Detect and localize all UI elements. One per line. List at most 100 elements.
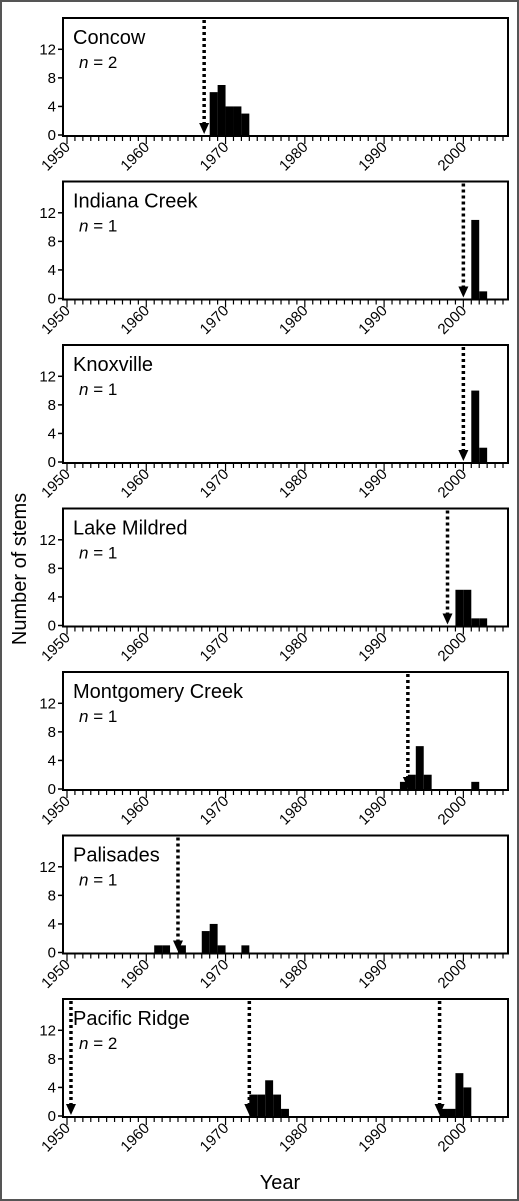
y-tick-label: 8 xyxy=(48,560,56,577)
x-tick-label: 2000 xyxy=(435,793,471,829)
y-tick-label: 12 xyxy=(39,368,56,385)
y-tick-label: 8 xyxy=(48,724,56,741)
y-axis-title: Number of stems xyxy=(9,493,31,645)
x-axis-title: Year xyxy=(260,1172,301,1194)
site-label: Indiana Creek xyxy=(73,191,199,213)
y-tick-label: 0 xyxy=(48,454,56,471)
y-tick-label: 4 xyxy=(48,916,56,933)
sample-size-value: = 2 xyxy=(88,53,117,72)
y-tick-label: 4 xyxy=(48,589,56,606)
y-tick-label: 8 xyxy=(48,70,56,87)
sample-size-value: = 1 xyxy=(88,380,117,399)
x-tick-label: 1990 xyxy=(355,1120,391,1156)
sample-size-value: = 1 xyxy=(88,217,117,236)
y-tick-label: 0 xyxy=(48,127,56,144)
x-tick-label: 1950 xyxy=(38,956,74,992)
sample-size-label: n = 1 xyxy=(79,380,117,399)
y-tick-label: 12 xyxy=(39,859,56,876)
fire-arrow-head xyxy=(172,940,183,952)
chart-panel: 0 4 8 12 1950 1960 1970 1980 1990 2000 Concow n = 2 xyxy=(38,17,509,175)
x-tick-label: 1950 xyxy=(38,466,74,502)
histogram-bar xyxy=(233,106,242,135)
x-tick-label: 1960 xyxy=(117,466,153,502)
fire-arrow-head xyxy=(402,777,413,788)
fire-arrow-head xyxy=(65,1104,76,1115)
y-tick-label: 0 xyxy=(48,781,56,798)
x-tick-label: 2000 xyxy=(435,302,471,338)
x-tick-label: 2000 xyxy=(435,629,471,665)
histogram-bar xyxy=(471,219,480,299)
y-tick-label: 12 xyxy=(39,205,56,222)
x-tick-label: 1950 xyxy=(38,629,74,665)
histogram-bar xyxy=(447,1108,456,1116)
sample-size-symbol: n xyxy=(79,380,88,399)
x-tick-label: 2000 xyxy=(435,139,471,175)
fire-arrow-head xyxy=(199,123,210,134)
histogram-bar xyxy=(209,923,218,953)
plot-frame xyxy=(62,344,509,464)
chart-panel: 0 4 8 12 1950 1960 1970 1980 1990 2000 Montgomery … xyxy=(38,671,509,829)
sample-size-label: n = 1 xyxy=(79,544,117,563)
histogram-bar xyxy=(257,1094,266,1116)
x-tick-label: 1960 xyxy=(117,956,153,992)
sample-size-symbol: n xyxy=(79,707,88,726)
histogram-bar xyxy=(162,945,171,953)
y-tick-label: 0 xyxy=(48,945,56,962)
fire-arrow-head xyxy=(434,1104,445,1115)
x-tick-label: 2000 xyxy=(435,1120,471,1156)
x-tick-label: 1990 xyxy=(355,629,391,665)
chart-panel: 0 4 8 12 1950 1960 1970 1980 1990 2000 Pacific Rid… xyxy=(38,998,509,1156)
histogram-bar xyxy=(399,781,408,789)
site-label: Lake Mildred xyxy=(73,518,188,540)
sample-size-symbol: n xyxy=(79,1034,88,1053)
histogram-bar xyxy=(241,945,250,953)
y-tick-label: 12 xyxy=(39,41,56,58)
x-tick-label: 1960 xyxy=(117,1120,153,1156)
chart-panel: 0 4 8 12 1950 1960 1970 1980 1990 2000 Knoxville n … xyxy=(38,344,509,502)
y-tick-label: 4 xyxy=(48,98,56,115)
fire-arrow-head xyxy=(442,613,453,625)
histogram-bar xyxy=(463,589,472,626)
panels: 0 4 8 12 1950 1960 1970 1980 1990 2000 Concow n = 2… xyxy=(38,17,509,1156)
x-tick-label: 1970 xyxy=(197,139,233,175)
sample-size-value: = 1 xyxy=(88,707,117,726)
y-tick-label: 12 xyxy=(39,1022,56,1039)
x-tick-label: 1990 xyxy=(355,139,391,175)
site-label: Concow xyxy=(73,27,146,49)
x-tick-label: 1960 xyxy=(117,302,153,338)
histogram-bar xyxy=(241,113,250,135)
x-tick-label: 1980 xyxy=(276,629,312,665)
x-tick-label: 1980 xyxy=(276,793,312,829)
histogram-bar xyxy=(281,1108,289,1116)
plot-frame xyxy=(62,507,509,628)
histogram-bar xyxy=(479,291,488,299)
chart-panel: 0 4 8 12 1950 1960 1970 1980 1990 2000 Palisades n … xyxy=(38,834,509,992)
histogram-bar xyxy=(479,618,488,626)
y-tick-label: 8 xyxy=(48,233,56,250)
site-label: Palisades xyxy=(73,845,160,867)
x-tick-label: 1970 xyxy=(197,629,233,665)
histogram-bar xyxy=(407,774,416,789)
sample-size-label: n = 2 xyxy=(79,53,117,72)
x-tick-label: 1980 xyxy=(276,302,312,338)
histogram-bar xyxy=(455,589,464,626)
histogram-bar xyxy=(471,390,480,462)
histogram-bar xyxy=(265,1080,274,1116)
x-tick-label: 1960 xyxy=(117,139,153,175)
site-label: Knoxville xyxy=(73,354,153,376)
x-tick-label: 1970 xyxy=(197,793,233,829)
x-tick-label: 2000 xyxy=(435,466,471,502)
y-tick-label: 4 xyxy=(48,262,56,279)
sample-size-symbol: n xyxy=(79,871,88,890)
y-tick-label: 8 xyxy=(48,1051,56,1068)
x-tick-label: 2000 xyxy=(435,956,471,992)
y-tick-label: 0 xyxy=(48,618,56,635)
y-tick-label: 12 xyxy=(39,695,56,712)
histogram-bar xyxy=(415,746,424,789)
x-tick-label: 1950 xyxy=(38,302,74,338)
sample-size-value: = 1 xyxy=(88,871,117,890)
histogram-bar xyxy=(217,85,226,135)
sample-size-label: n = 1 xyxy=(79,707,117,726)
